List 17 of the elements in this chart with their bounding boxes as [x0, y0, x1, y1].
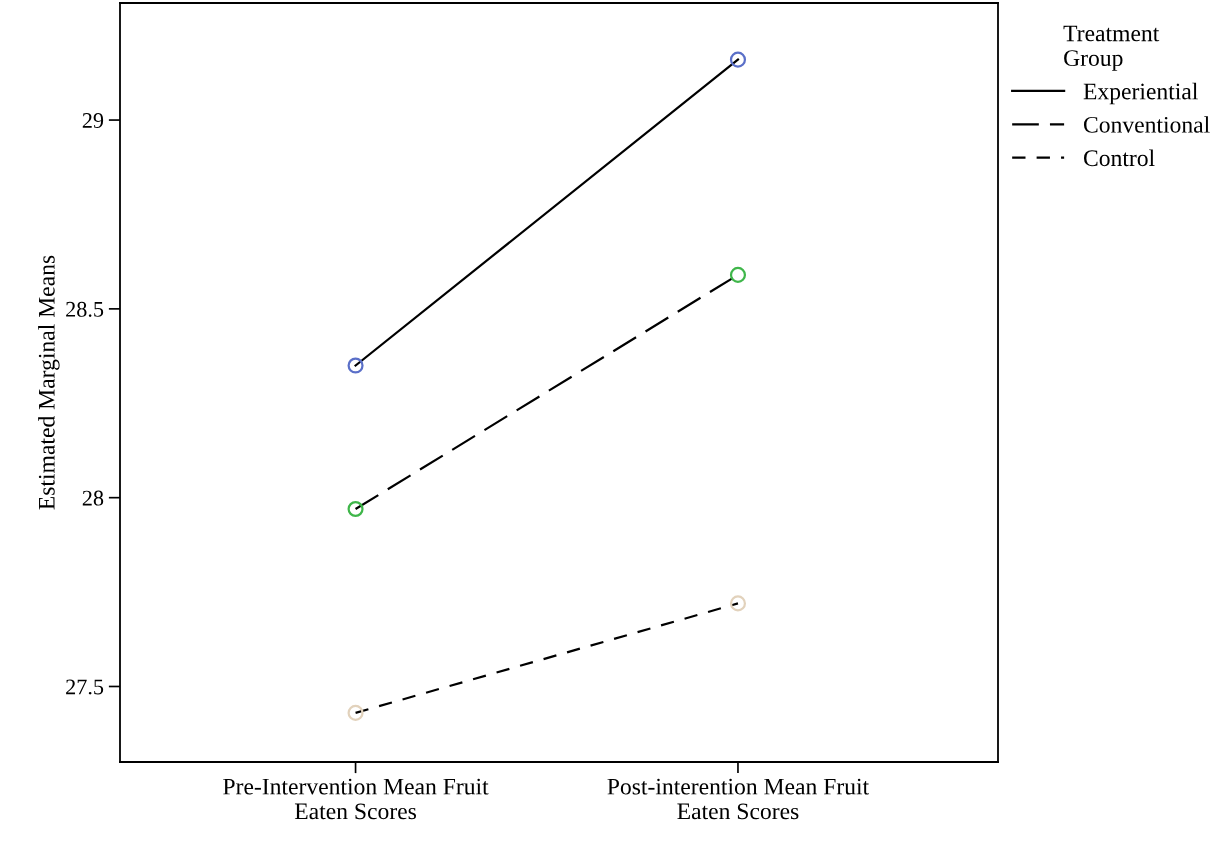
legend-label: Control [1083, 149, 1155, 167]
y-tick-label: 28 [82, 490, 104, 506]
point [347, 704, 364, 721]
x-tick-label: Pre-Intervention Mean Fruit Eaten Scores [223, 778, 489, 820]
point [347, 357, 364, 374]
y-axis-title: Estimated Marginal Means [38, 255, 60, 510]
point [729, 51, 747, 68]
y-tick-label: 28.5 [66, 301, 104, 317]
point [347, 500, 364, 518]
point [729, 266, 747, 283]
x-tick-label: Post-interention Mean Fruit Eaten Scores [607, 778, 869, 820]
y-tick-label: 29 [82, 113, 104, 128]
point [729, 595, 747, 612]
legend-title: Treatment Group [1063, 25, 1160, 71]
y-tick-label: 27.5 [66, 679, 104, 695]
legend-label: Conventional [1083, 116, 1210, 133]
legend-label: Experiential [1083, 82, 1198, 105]
